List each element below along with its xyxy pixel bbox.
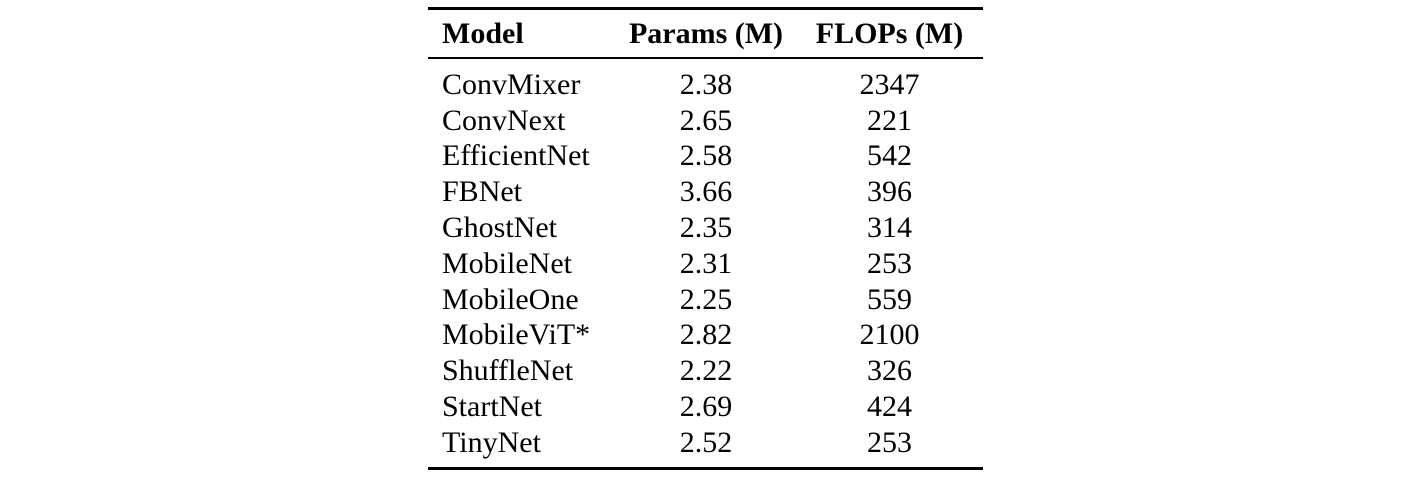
model-cell: MobileOne xyxy=(442,282,579,316)
table-bottom-rule xyxy=(428,466,983,470)
flops-cell: 559 xyxy=(867,282,912,316)
model-cell: TinyNet xyxy=(442,425,541,459)
flops-cell: 424 xyxy=(867,390,912,424)
table-body: ConvMixer 2.38 2347 ConvNext 2.65 221 Ef… xyxy=(428,59,983,467)
table-row: TinyNet 2.52 253 xyxy=(428,425,983,461)
model-cell: FBNet xyxy=(442,175,523,209)
params-cell: 2.31 xyxy=(679,246,733,280)
table-mid-rule xyxy=(428,57,983,59)
params-cell: 2.58 xyxy=(679,139,733,173)
table-row: MobileOne 2.25 559 xyxy=(428,282,983,318)
flops-cell: 253 xyxy=(867,425,912,459)
table-row: ShuffleNet 2.22 326 xyxy=(428,353,983,389)
model-cell: ConvMixer xyxy=(442,67,581,101)
flops-cell: 542 xyxy=(867,139,912,173)
params-cell: 2.38 xyxy=(679,67,733,101)
params-cell: 2.25 xyxy=(679,282,733,316)
table-row: FBNet 3.66 396 xyxy=(428,174,983,210)
column-header-model: Model xyxy=(442,16,524,50)
table-top-rule xyxy=(428,7,983,10)
model-cell: MobileViT* xyxy=(442,318,591,352)
model-cell: EfficientNet xyxy=(442,139,590,173)
params-cell: 2.82 xyxy=(679,318,733,352)
table-row: ConvNext 2.65 221 xyxy=(428,103,983,139)
params-cell: 2.35 xyxy=(679,211,733,245)
model-comparison-table: Model Params (M) FLOPs (M) ConvMixer 2.3… xyxy=(428,7,983,470)
flops-cell: 314 xyxy=(867,211,912,245)
table-row: GhostNet 2.35 314 xyxy=(428,210,983,246)
model-cell: GhostNet xyxy=(442,211,557,245)
params-cell: 2.52 xyxy=(679,425,733,459)
table-row: MobileNet 2.31 253 xyxy=(428,246,983,282)
flops-cell: 2100 xyxy=(859,318,920,352)
flops-cell: 253 xyxy=(867,246,912,280)
flops-cell: 326 xyxy=(867,354,912,388)
table-row: MobileViT* 2.82 2100 xyxy=(428,318,983,354)
params-cell: 2.65 xyxy=(679,103,733,137)
model-cell: MobileNet xyxy=(442,246,572,280)
model-cell: ShuffleNet xyxy=(442,354,574,388)
params-cell: 2.22 xyxy=(679,354,733,388)
flops-cell: 221 xyxy=(867,103,912,137)
params-cell: 2.69 xyxy=(679,390,733,424)
flops-cell: 396 xyxy=(867,175,912,209)
params-cell: 3.66 xyxy=(679,175,733,209)
table-row: EfficientNet 2.58 542 xyxy=(428,139,983,175)
table-row: ConvMixer 2.38 2347 xyxy=(428,67,983,103)
table-header-row: Model Params (M) FLOPs (M) xyxy=(428,10,983,57)
column-header-flops: FLOPs (M) xyxy=(815,16,964,50)
table-row: StartNet 2.69 424 xyxy=(428,389,983,425)
model-cell: ConvNext xyxy=(442,103,566,137)
flops-cell: 2347 xyxy=(859,67,920,101)
column-header-params: Params (M) xyxy=(628,16,784,50)
model-cell: StartNet xyxy=(442,390,542,424)
